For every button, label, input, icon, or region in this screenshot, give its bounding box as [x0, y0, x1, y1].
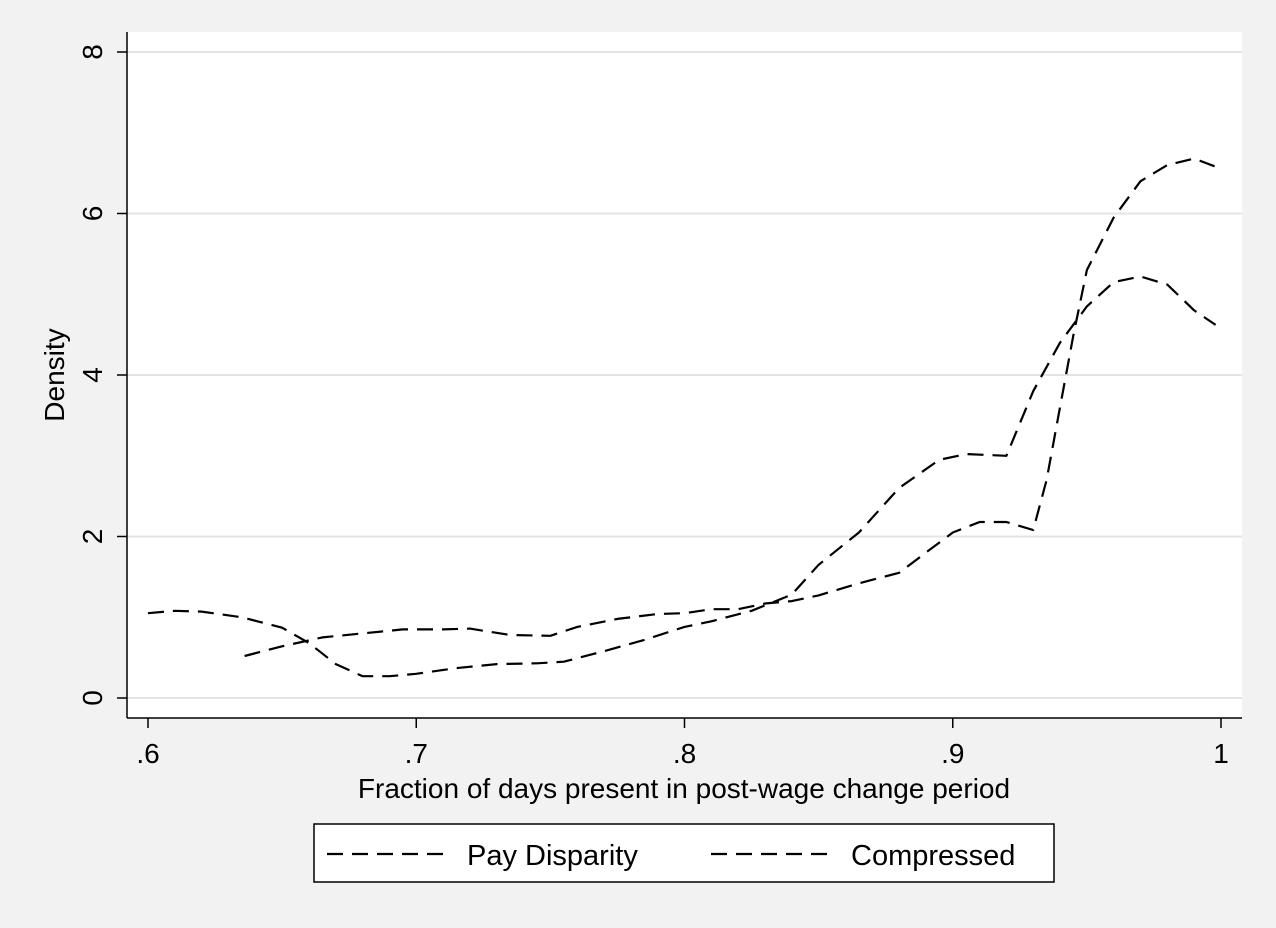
- gridlines: [127, 51, 1242, 699]
- x-tick-label-1: .7: [405, 738, 428, 769]
- legend-label-compressed: Compressed: [851, 840, 1015, 872]
- legend: Pay Disparity Compressed: [313, 823, 1055, 883]
- y-tick-label-0: 0: [77, 690, 108, 706]
- y-tick-label-1: 2: [77, 529, 108, 545]
- x-tick-label-4: 1: [1213, 738, 1229, 769]
- series-lines: [147, 157, 1217, 678]
- y-axis-title: Density: [39, 328, 70, 421]
- x-tick-label-2: .8: [673, 738, 696, 769]
- axes: 0 2 4 6 8 .6 .7 .8 .9 1: [77, 32, 1242, 769]
- x-tick-label-3: .9: [941, 738, 964, 769]
- legend-label-pay-disparity: Pay Disparity: [467, 840, 638, 872]
- series-line-pay-disparity: [244, 157, 1216, 658]
- y-tick-label-2: 4: [77, 367, 108, 383]
- y-tick-label-3: 6: [77, 206, 108, 222]
- y-tick-label-4: 8: [77, 44, 108, 60]
- x-tick-label-0: .6: [136, 738, 159, 769]
- x-axis-title: Fraction of days present in post-wage ch…: [358, 773, 1010, 804]
- series-line-compressed: [147, 275, 1217, 678]
